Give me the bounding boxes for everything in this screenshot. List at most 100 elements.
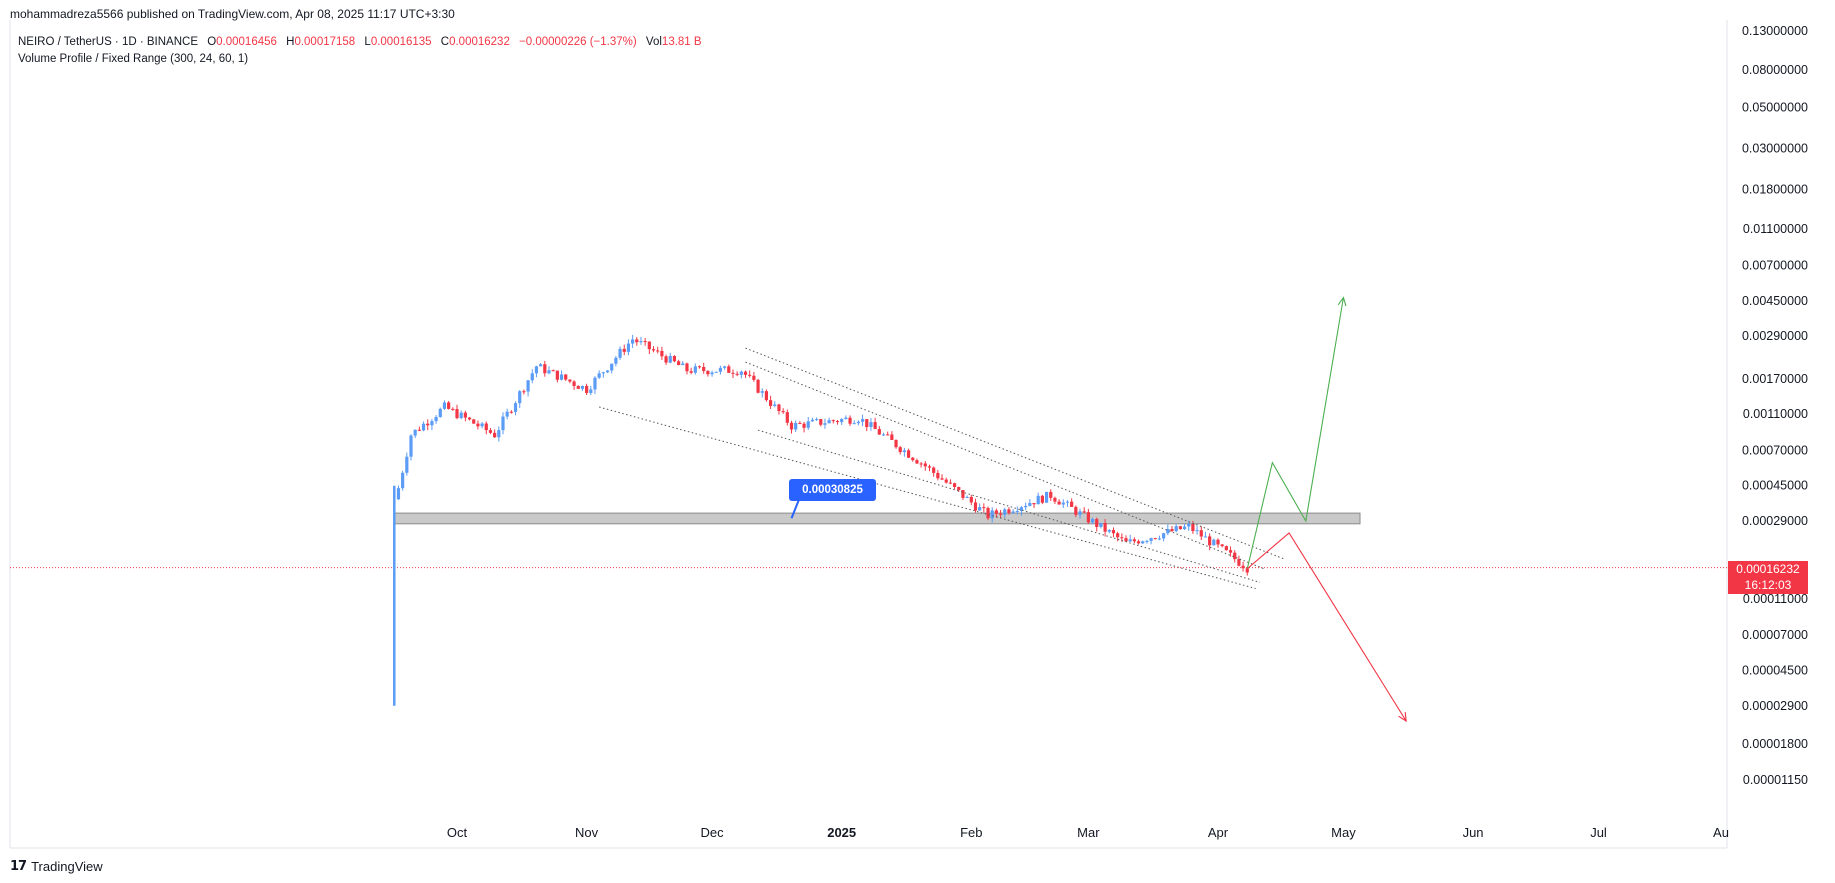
candle-body xyxy=(915,460,919,464)
candle-body xyxy=(417,429,421,431)
candle-body xyxy=(1195,530,1199,532)
candle-body xyxy=(768,400,773,406)
high-label: H xyxy=(286,36,295,48)
candle-body xyxy=(459,412,463,419)
tradingview-brand[interactable]: 𝟭𝟳 TradingView xyxy=(10,858,103,874)
indicator-label[interactable]: Volume Profile / Fixed Range (300, 24, 6… xyxy=(18,53,249,65)
candle-body xyxy=(948,482,952,484)
candle-body xyxy=(572,381,576,386)
candle-body xyxy=(1099,522,1103,527)
candle-body xyxy=(781,411,785,413)
candle-body xyxy=(1024,505,1028,508)
level-price-label[interactable]: 0.00030825 xyxy=(789,479,876,501)
candle-body xyxy=(1032,503,1036,505)
symbol-label[interactable]: NEIRO / TetherUS · 1D · BINANCE xyxy=(18,36,198,48)
candle-body xyxy=(819,419,823,425)
candle-body xyxy=(585,385,589,393)
candle-body xyxy=(413,429,417,436)
candle-body xyxy=(1086,512,1090,523)
candle-body xyxy=(555,370,559,380)
candle-body xyxy=(639,341,643,343)
candle-body xyxy=(589,389,593,393)
y-tick-label: 0.01100000 xyxy=(1743,222,1808,236)
candle-body xyxy=(727,366,731,373)
y-tick-label: 0.00011000 xyxy=(1743,592,1808,606)
candle-body xyxy=(647,341,651,350)
candle-body xyxy=(677,361,681,366)
open-label: O xyxy=(207,36,217,48)
candle-body xyxy=(739,371,743,375)
candle-body xyxy=(1124,538,1128,542)
candle-body xyxy=(940,478,944,480)
candle-body xyxy=(1149,538,1153,541)
candle-body xyxy=(580,385,585,389)
candle-body xyxy=(664,356,668,363)
candle-body xyxy=(1228,550,1233,553)
candle-body xyxy=(952,483,957,487)
candle-body xyxy=(405,456,409,473)
candle-body xyxy=(430,421,434,426)
close-label: C xyxy=(440,36,450,48)
channel-line xyxy=(745,347,1286,560)
candle-body xyxy=(447,402,451,409)
candle-body xyxy=(923,463,927,467)
candle-body xyxy=(434,416,438,422)
candle-body xyxy=(898,447,902,453)
candle-body xyxy=(668,355,672,363)
current-price-value: 0.00016232 xyxy=(1736,562,1800,576)
candle-body xyxy=(1120,537,1124,539)
candle-body xyxy=(1145,540,1149,542)
open-value: 0.00016456 xyxy=(216,36,277,48)
candle-body xyxy=(689,371,693,373)
candle-body xyxy=(814,419,819,421)
bearish-projection-arrowhead xyxy=(1398,711,1407,723)
candle-body xyxy=(961,490,965,498)
candle-body xyxy=(1036,495,1040,505)
candle-body xyxy=(672,355,677,362)
candle-body xyxy=(568,379,572,382)
candle-body xyxy=(1162,533,1166,539)
candle-body xyxy=(1241,565,1245,569)
x-tick-label: Feb xyxy=(960,825,982,840)
candle-body xyxy=(1053,497,1057,502)
candle-body xyxy=(764,391,769,401)
candle-body xyxy=(693,366,697,373)
candle-body xyxy=(614,357,618,364)
candle-body xyxy=(840,419,844,423)
candle-body xyxy=(543,364,547,374)
ohlc-row: NEIRO / TetherUS · 1D · BINANCE O0.00016… xyxy=(18,34,702,51)
candle-body xyxy=(1116,533,1120,538)
x-tick-label: 2025 xyxy=(827,825,856,840)
candle-body xyxy=(681,363,685,366)
candle-body xyxy=(860,419,865,422)
candle-body xyxy=(631,339,635,344)
candle-body xyxy=(547,370,551,374)
candle-body xyxy=(1153,538,1157,540)
candle-body xyxy=(651,349,656,351)
candle-body xyxy=(794,422,798,430)
candle-body xyxy=(798,422,802,424)
candle-body xyxy=(513,403,518,412)
candle-body xyxy=(576,385,580,389)
y-tick-label: 0.00007000 xyxy=(1742,628,1808,642)
candle-body xyxy=(438,408,442,417)
y-tick-label: 0.00029000 xyxy=(1742,514,1808,528)
candle-body xyxy=(877,429,881,435)
candle-body xyxy=(848,417,852,424)
candle-body xyxy=(442,402,447,409)
y-tick-label: 0.00045000 xyxy=(1742,479,1808,493)
candle-body xyxy=(936,472,940,479)
x-tick-label: Apr xyxy=(1208,825,1229,840)
y-tick-label: 0.01800000 xyxy=(1742,183,1808,197)
y-tick-label: 0.00002900 xyxy=(1742,699,1808,713)
y-tick-label: 0.00170000 xyxy=(1742,372,1808,386)
candle-body xyxy=(1208,536,1212,546)
candle-body xyxy=(835,421,840,423)
candle-body xyxy=(1074,506,1078,515)
candle-body xyxy=(773,404,777,406)
candle-body xyxy=(610,363,614,371)
candle-body xyxy=(973,502,978,511)
brand-label: TradingView xyxy=(31,858,103,874)
candle-body xyxy=(493,432,497,438)
